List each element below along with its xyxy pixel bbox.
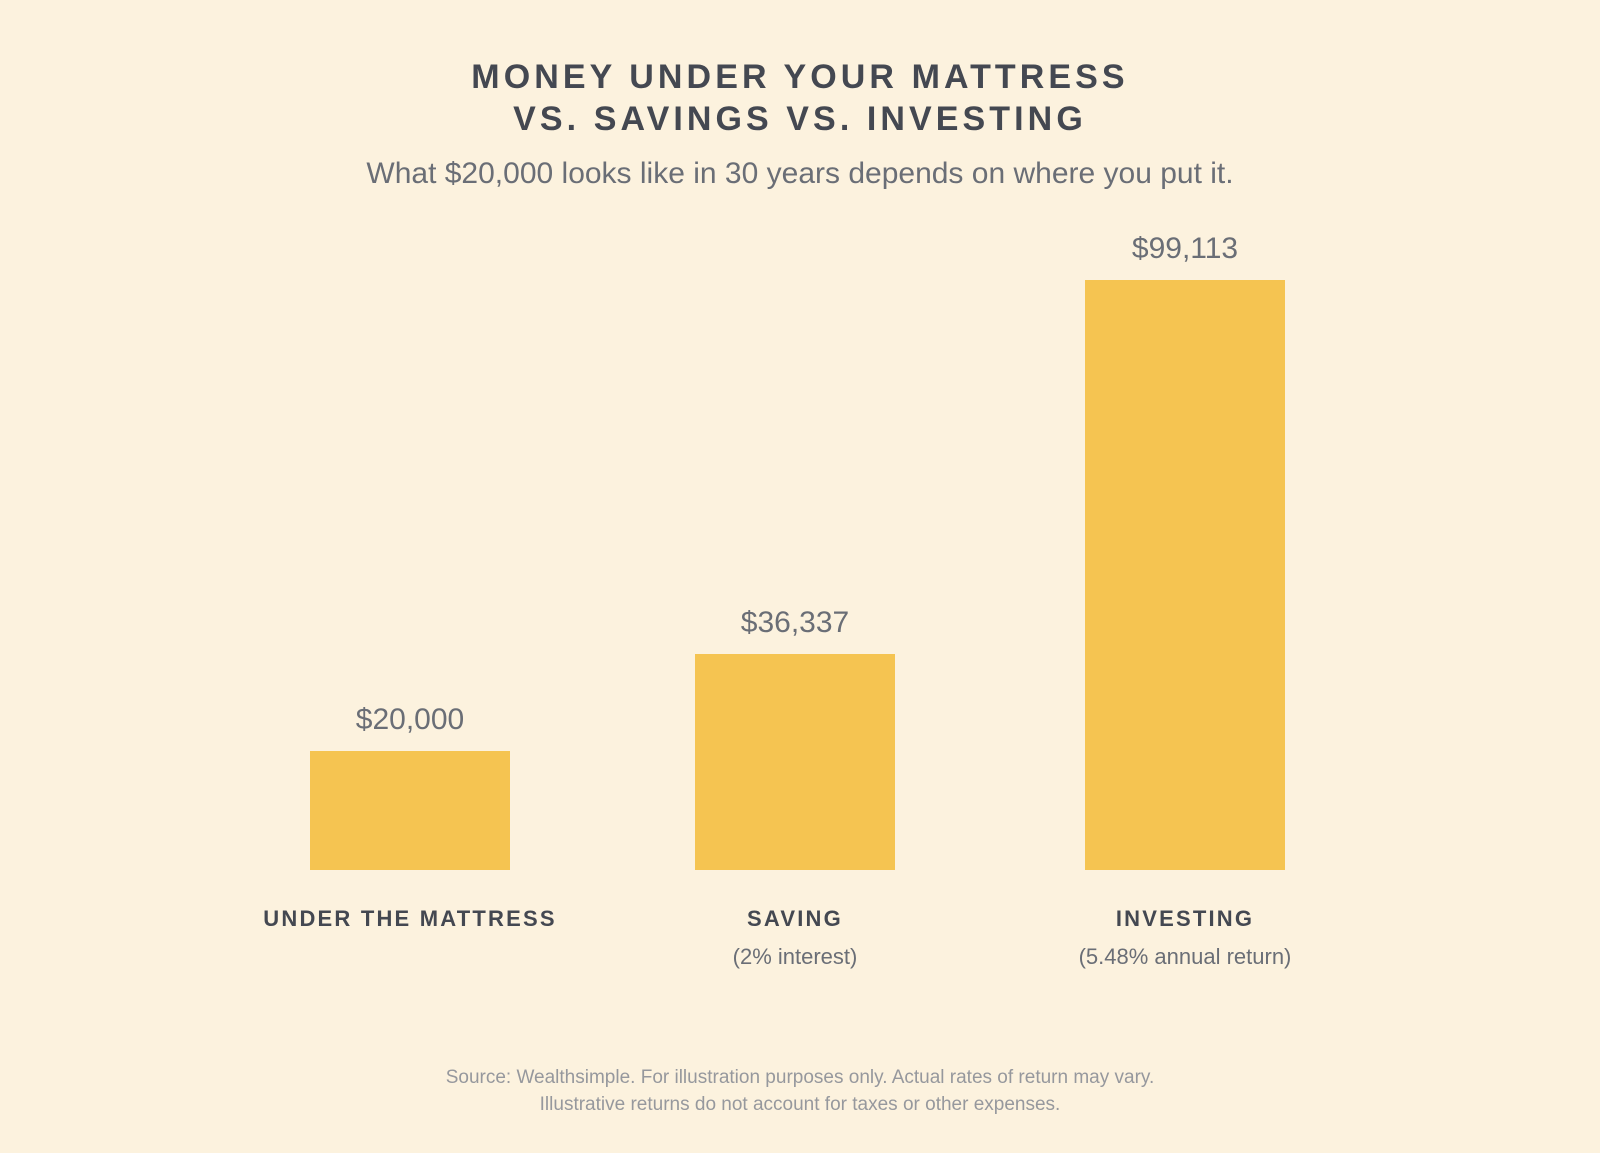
bar-category-sublabel-investing: (5.48% annual return) [995,944,1375,970]
bar-category-label-saving: SAVING [605,906,985,932]
chart-footnote-line1: Source: Wealthsimple. For illustration p… [0,1067,1600,1089]
bar-category-label-investing: INVESTING [995,906,1375,932]
bar-value-label-saving: $36,337 [615,606,975,640]
chart-title-line1: MONEY UNDER YOUR MATTRESS [0,58,1600,97]
bar-saving [695,654,895,870]
bar-value-label-mattress: $20,000 [230,703,590,737]
bar-value-label-investing: $99,113 [1005,232,1365,266]
chart-footnote-line2: Illustrative returns do not account for … [0,1094,1600,1116]
chart-title-line2: VS. SAVINGS VS. INVESTING [0,100,1600,139]
bar-category-label-mattress: UNDER THE MATTRESS [220,906,600,932]
bar-investing [1085,280,1285,870]
chart-subtitle: What $20,000 looks like in 30 years depe… [0,157,1600,191]
bar-category-sublabel-saving: (2% interest) [605,944,985,970]
chart-canvas: MONEY UNDER YOUR MATTRESS VS. SAVINGS VS… [0,0,1600,1153]
bar-mattress [310,751,510,870]
